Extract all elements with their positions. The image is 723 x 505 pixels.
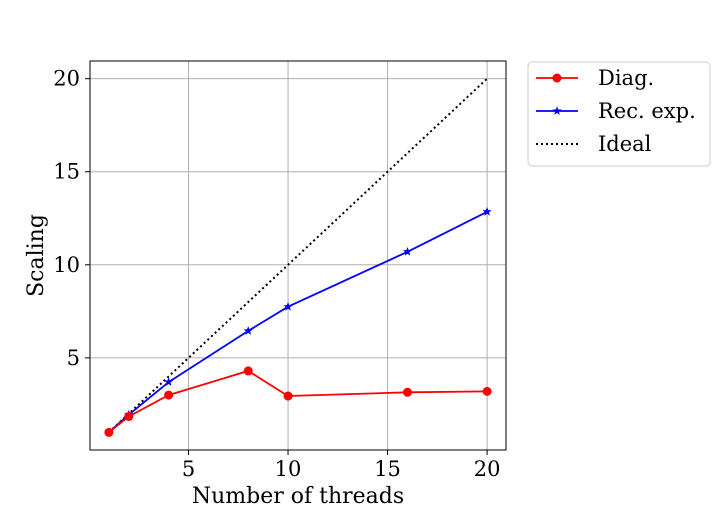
series-rec-exp [104,206,492,437]
x-tick-label: 20 [474,457,501,481]
data-point [283,301,293,311]
grid [90,61,506,450]
data-point [402,246,413,256]
plot-frame [89,60,507,451]
legend-marker [552,106,562,115]
data-point [283,391,293,401]
data-point [164,377,174,386]
x-tick-label: 15 [374,457,401,481]
data-point [482,386,492,396]
y-axis-label: Scaling [24,214,49,297]
y-tick-label: 5 [67,346,80,370]
series-diag [104,366,492,437]
data-point [124,411,134,421]
legend-item: Ideal [536,132,652,156]
data-point [164,390,174,400]
data-point [243,366,253,376]
legend-label: Ideal [598,132,652,156]
y-tick-label: 10 [53,253,80,277]
legend-marker [552,73,562,83]
data-point [243,326,253,335]
legend-label: Diag. [598,66,654,90]
legend-item: Diag. [536,66,654,90]
x-tick-label: 10 [275,457,302,481]
data-point [104,427,114,437]
legend-box [527,61,711,167]
legend-item: Rec. exp. [536,99,696,123]
legend-label: Rec. exp. [598,99,696,123]
data-point [482,206,492,216]
series-line [108,369,488,434]
x-tick-label: 5 [182,457,195,481]
legend: Diag. Rec. exp. Ideal [527,61,711,167]
y-tick-label: 15 [53,160,80,184]
series-layer [104,77,492,437]
axis-ticks: 5 10 15 20 5 10 15 20 [53,67,500,481]
series-ideal [108,77,488,434]
data-point [402,387,412,397]
series-line [108,210,488,433]
series-line [108,77,488,434]
x-axis-label: Number of threads [192,484,404,505]
y-tick-label: 20 [53,67,80,91]
